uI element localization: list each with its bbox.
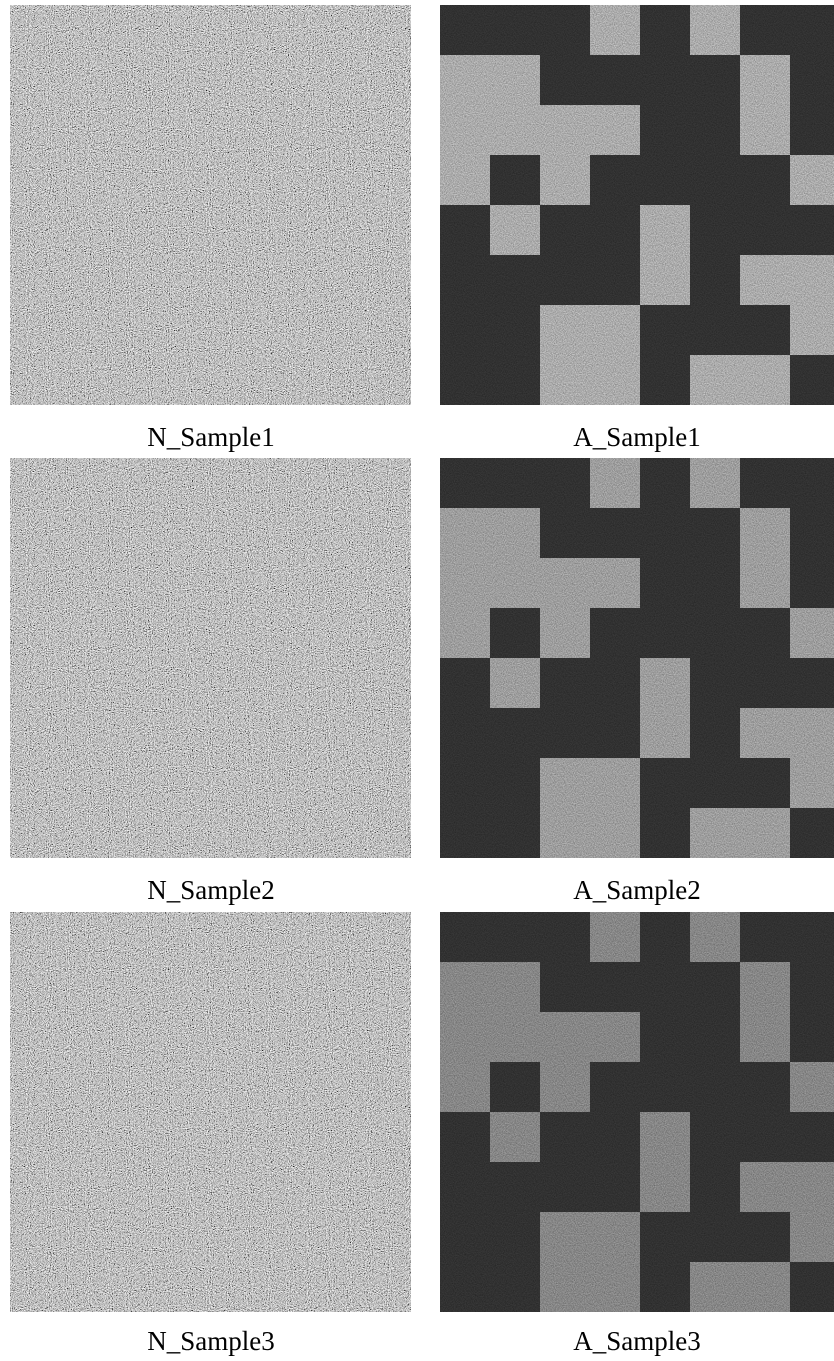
- noise-images: [10, 5, 411, 1312]
- panel-label: N_Sample3: [147, 1326, 275, 1356]
- block-image: [440, 458, 834, 858]
- noise-image: [10, 912, 411, 1312]
- panel-label: A_Sample3: [573, 1326, 701, 1356]
- grain: [440, 912, 834, 1312]
- panel-label: A_Sample1: [573, 422, 701, 452]
- panel-label: N_Sample2: [147, 875, 275, 905]
- page: N_Sample1 A_Sample1 N_Sample2 A_Sample2 …: [0, 0, 834, 1361]
- figure: N_Sample1 A_Sample1 N_Sample2 A_Sample2 …: [0, 0, 834, 1361]
- panel-label: A_Sample2: [573, 875, 701, 905]
- noise-image: [10, 458, 411, 858]
- grain: [440, 458, 834, 858]
- block-image: [440, 912, 834, 1312]
- block-images: [440, 5, 834, 1312]
- panel-label: N_Sample1: [147, 422, 275, 452]
- noise-image: [10, 5, 411, 405]
- grain: [440, 5, 834, 405]
- block-image: [440, 5, 834, 405]
